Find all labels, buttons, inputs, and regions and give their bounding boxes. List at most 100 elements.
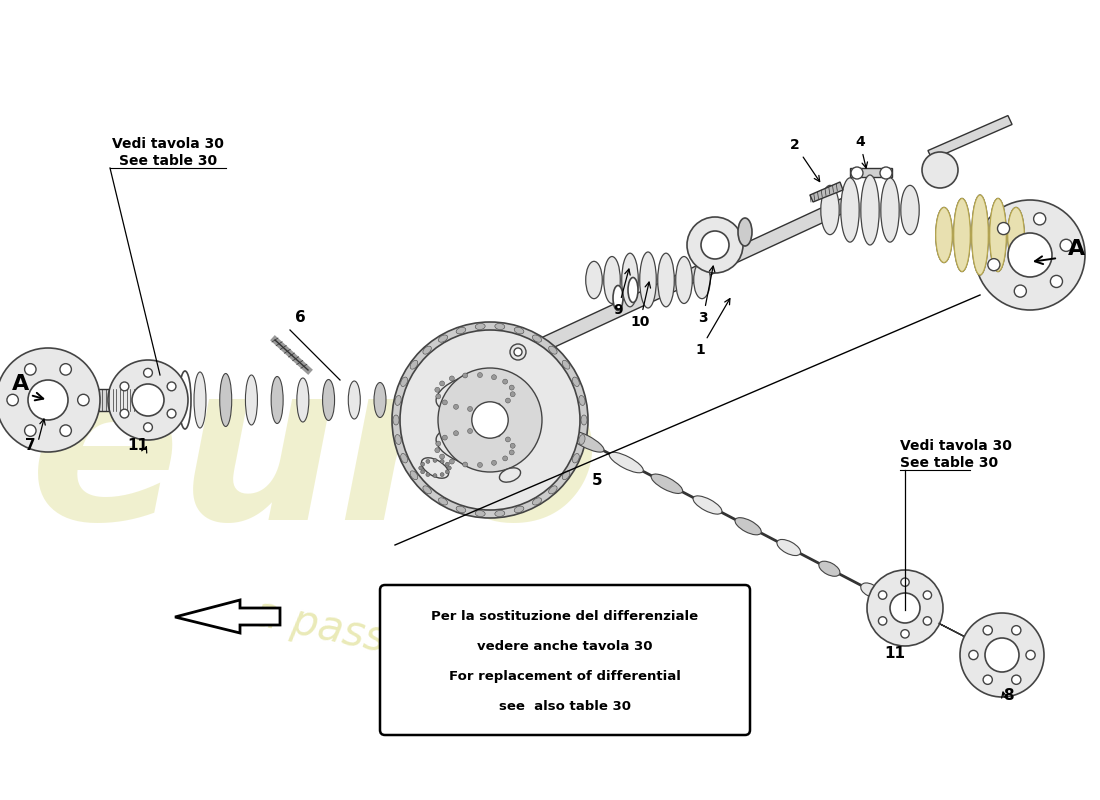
Circle shape bbox=[890, 593, 920, 623]
Ellipse shape bbox=[349, 381, 361, 419]
Circle shape bbox=[505, 398, 510, 403]
Ellipse shape bbox=[658, 253, 674, 307]
Text: 11: 11 bbox=[128, 438, 148, 453]
Text: see  also table 30: see also table 30 bbox=[499, 700, 631, 713]
Text: A: A bbox=[12, 374, 30, 394]
Circle shape bbox=[132, 384, 164, 416]
Ellipse shape bbox=[495, 510, 505, 517]
Ellipse shape bbox=[475, 323, 485, 330]
Ellipse shape bbox=[245, 375, 257, 425]
Circle shape bbox=[923, 591, 932, 599]
Ellipse shape bbox=[585, 262, 603, 298]
Circle shape bbox=[1026, 650, 1035, 660]
Circle shape bbox=[969, 650, 978, 660]
Circle shape bbox=[60, 364, 72, 375]
Circle shape bbox=[688, 217, 742, 273]
Circle shape bbox=[510, 392, 515, 397]
Ellipse shape bbox=[179, 371, 191, 429]
Circle shape bbox=[420, 462, 425, 466]
Circle shape bbox=[419, 466, 422, 470]
Circle shape bbox=[509, 385, 514, 390]
Ellipse shape bbox=[532, 335, 541, 342]
Text: 9: 9 bbox=[613, 269, 630, 317]
Circle shape bbox=[463, 373, 467, 378]
Ellipse shape bbox=[422, 486, 431, 494]
Circle shape bbox=[446, 462, 449, 466]
Ellipse shape bbox=[621, 253, 638, 307]
Circle shape bbox=[433, 474, 437, 478]
Ellipse shape bbox=[395, 434, 402, 445]
Circle shape bbox=[477, 373, 483, 378]
Ellipse shape bbox=[422, 346, 431, 354]
Circle shape bbox=[426, 459, 430, 463]
Circle shape bbox=[440, 381, 444, 386]
Text: A: A bbox=[1068, 239, 1086, 259]
Circle shape bbox=[879, 617, 887, 625]
Ellipse shape bbox=[821, 186, 839, 234]
Ellipse shape bbox=[735, 518, 761, 535]
Circle shape bbox=[1050, 275, 1063, 287]
Circle shape bbox=[960, 613, 1044, 697]
Ellipse shape bbox=[861, 175, 879, 245]
Ellipse shape bbox=[374, 382, 386, 418]
Circle shape bbox=[1012, 626, 1021, 635]
Circle shape bbox=[472, 402, 508, 438]
Ellipse shape bbox=[581, 415, 587, 425]
Circle shape bbox=[1008, 233, 1052, 277]
Circle shape bbox=[988, 258, 1000, 270]
Ellipse shape bbox=[990, 198, 1006, 271]
Circle shape bbox=[167, 382, 176, 391]
Ellipse shape bbox=[818, 562, 840, 576]
Ellipse shape bbox=[1008, 207, 1024, 262]
Ellipse shape bbox=[421, 458, 449, 478]
Circle shape bbox=[468, 406, 473, 411]
Circle shape bbox=[453, 404, 459, 410]
Ellipse shape bbox=[495, 323, 505, 330]
Circle shape bbox=[1034, 213, 1046, 225]
Circle shape bbox=[453, 430, 459, 436]
Ellipse shape bbox=[549, 346, 557, 354]
Text: See table 30: See table 30 bbox=[119, 154, 217, 168]
Ellipse shape bbox=[572, 377, 580, 386]
Circle shape bbox=[434, 387, 440, 392]
Circle shape bbox=[851, 167, 864, 179]
Circle shape bbox=[1060, 239, 1072, 251]
Ellipse shape bbox=[410, 360, 418, 369]
Circle shape bbox=[144, 368, 153, 378]
Polygon shape bbox=[175, 600, 280, 633]
Circle shape bbox=[503, 379, 507, 384]
Ellipse shape bbox=[738, 218, 752, 246]
Text: 8: 8 bbox=[1003, 688, 1013, 703]
Text: 3: 3 bbox=[698, 266, 715, 325]
Text: Per la sostituzione del differenziale: Per la sostituzione del differenziale bbox=[431, 610, 698, 623]
Ellipse shape bbox=[439, 498, 448, 505]
Ellipse shape bbox=[410, 471, 418, 480]
Ellipse shape bbox=[604, 257, 620, 303]
Ellipse shape bbox=[579, 434, 585, 445]
Text: See table 30: See table 30 bbox=[900, 456, 998, 470]
Circle shape bbox=[496, 403, 500, 408]
Circle shape bbox=[78, 394, 89, 406]
Ellipse shape bbox=[436, 372, 514, 412]
Text: Vedi tavola 30: Vedi tavola 30 bbox=[112, 137, 224, 151]
Ellipse shape bbox=[499, 468, 520, 482]
Circle shape bbox=[482, 429, 487, 434]
Polygon shape bbox=[938, 623, 979, 644]
Circle shape bbox=[120, 410, 129, 418]
Ellipse shape bbox=[954, 198, 970, 271]
Circle shape bbox=[434, 448, 440, 453]
Circle shape bbox=[879, 591, 887, 599]
Circle shape bbox=[503, 456, 507, 461]
Ellipse shape bbox=[439, 335, 448, 342]
Ellipse shape bbox=[840, 178, 859, 242]
Ellipse shape bbox=[901, 186, 920, 234]
Circle shape bbox=[468, 429, 473, 434]
Text: euro: euro bbox=[30, 352, 602, 566]
Circle shape bbox=[167, 410, 176, 418]
Circle shape bbox=[440, 454, 444, 459]
Circle shape bbox=[446, 470, 449, 474]
Circle shape bbox=[880, 167, 892, 179]
Circle shape bbox=[28, 380, 68, 420]
Ellipse shape bbox=[166, 370, 178, 430]
Ellipse shape bbox=[971, 195, 988, 275]
